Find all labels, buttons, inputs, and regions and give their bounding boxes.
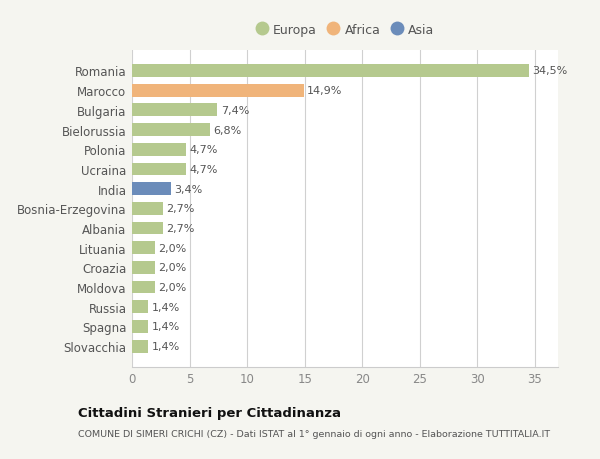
Text: 4,7%: 4,7% — [190, 164, 218, 174]
Text: 4,7%: 4,7% — [190, 145, 218, 155]
Text: Cittadini Stranieri per Cittadinanza: Cittadini Stranieri per Cittadinanza — [78, 406, 341, 419]
Text: 3,4%: 3,4% — [175, 184, 203, 194]
Text: 1,4%: 1,4% — [152, 322, 180, 332]
Text: 14,9%: 14,9% — [307, 86, 343, 96]
Bar — [132, 301, 148, 313]
Bar — [132, 84, 304, 97]
Bar — [132, 320, 148, 333]
Bar — [132, 281, 155, 294]
Text: 1,4%: 1,4% — [152, 302, 180, 312]
Text: 2,0%: 2,0% — [158, 243, 187, 253]
Text: 6,8%: 6,8% — [214, 125, 242, 135]
Bar — [132, 242, 155, 255]
Text: 2,7%: 2,7% — [167, 204, 195, 214]
Text: 1,4%: 1,4% — [152, 341, 180, 352]
Bar — [132, 202, 163, 215]
Text: COMUNE DI SIMERI CRICHI (CZ) - Dati ISTAT al 1° gennaio di ogni anno - Elaborazi: COMUNE DI SIMERI CRICHI (CZ) - Dati ISTA… — [78, 429, 550, 438]
Text: 2,0%: 2,0% — [158, 263, 187, 273]
Bar — [132, 183, 171, 196]
Bar — [132, 144, 186, 156]
Bar — [132, 104, 217, 117]
Legend: Europa, Africa, Asia: Europa, Africa, Asia — [253, 22, 437, 40]
Text: 34,5%: 34,5% — [533, 66, 568, 76]
Bar — [132, 65, 529, 78]
Bar — [132, 222, 163, 235]
Text: 2,0%: 2,0% — [158, 282, 187, 292]
Text: 2,7%: 2,7% — [167, 224, 195, 234]
Bar — [132, 262, 155, 274]
Bar — [132, 124, 210, 137]
Bar — [132, 340, 148, 353]
Bar — [132, 163, 186, 176]
Text: 7,4%: 7,4% — [221, 106, 249, 116]
